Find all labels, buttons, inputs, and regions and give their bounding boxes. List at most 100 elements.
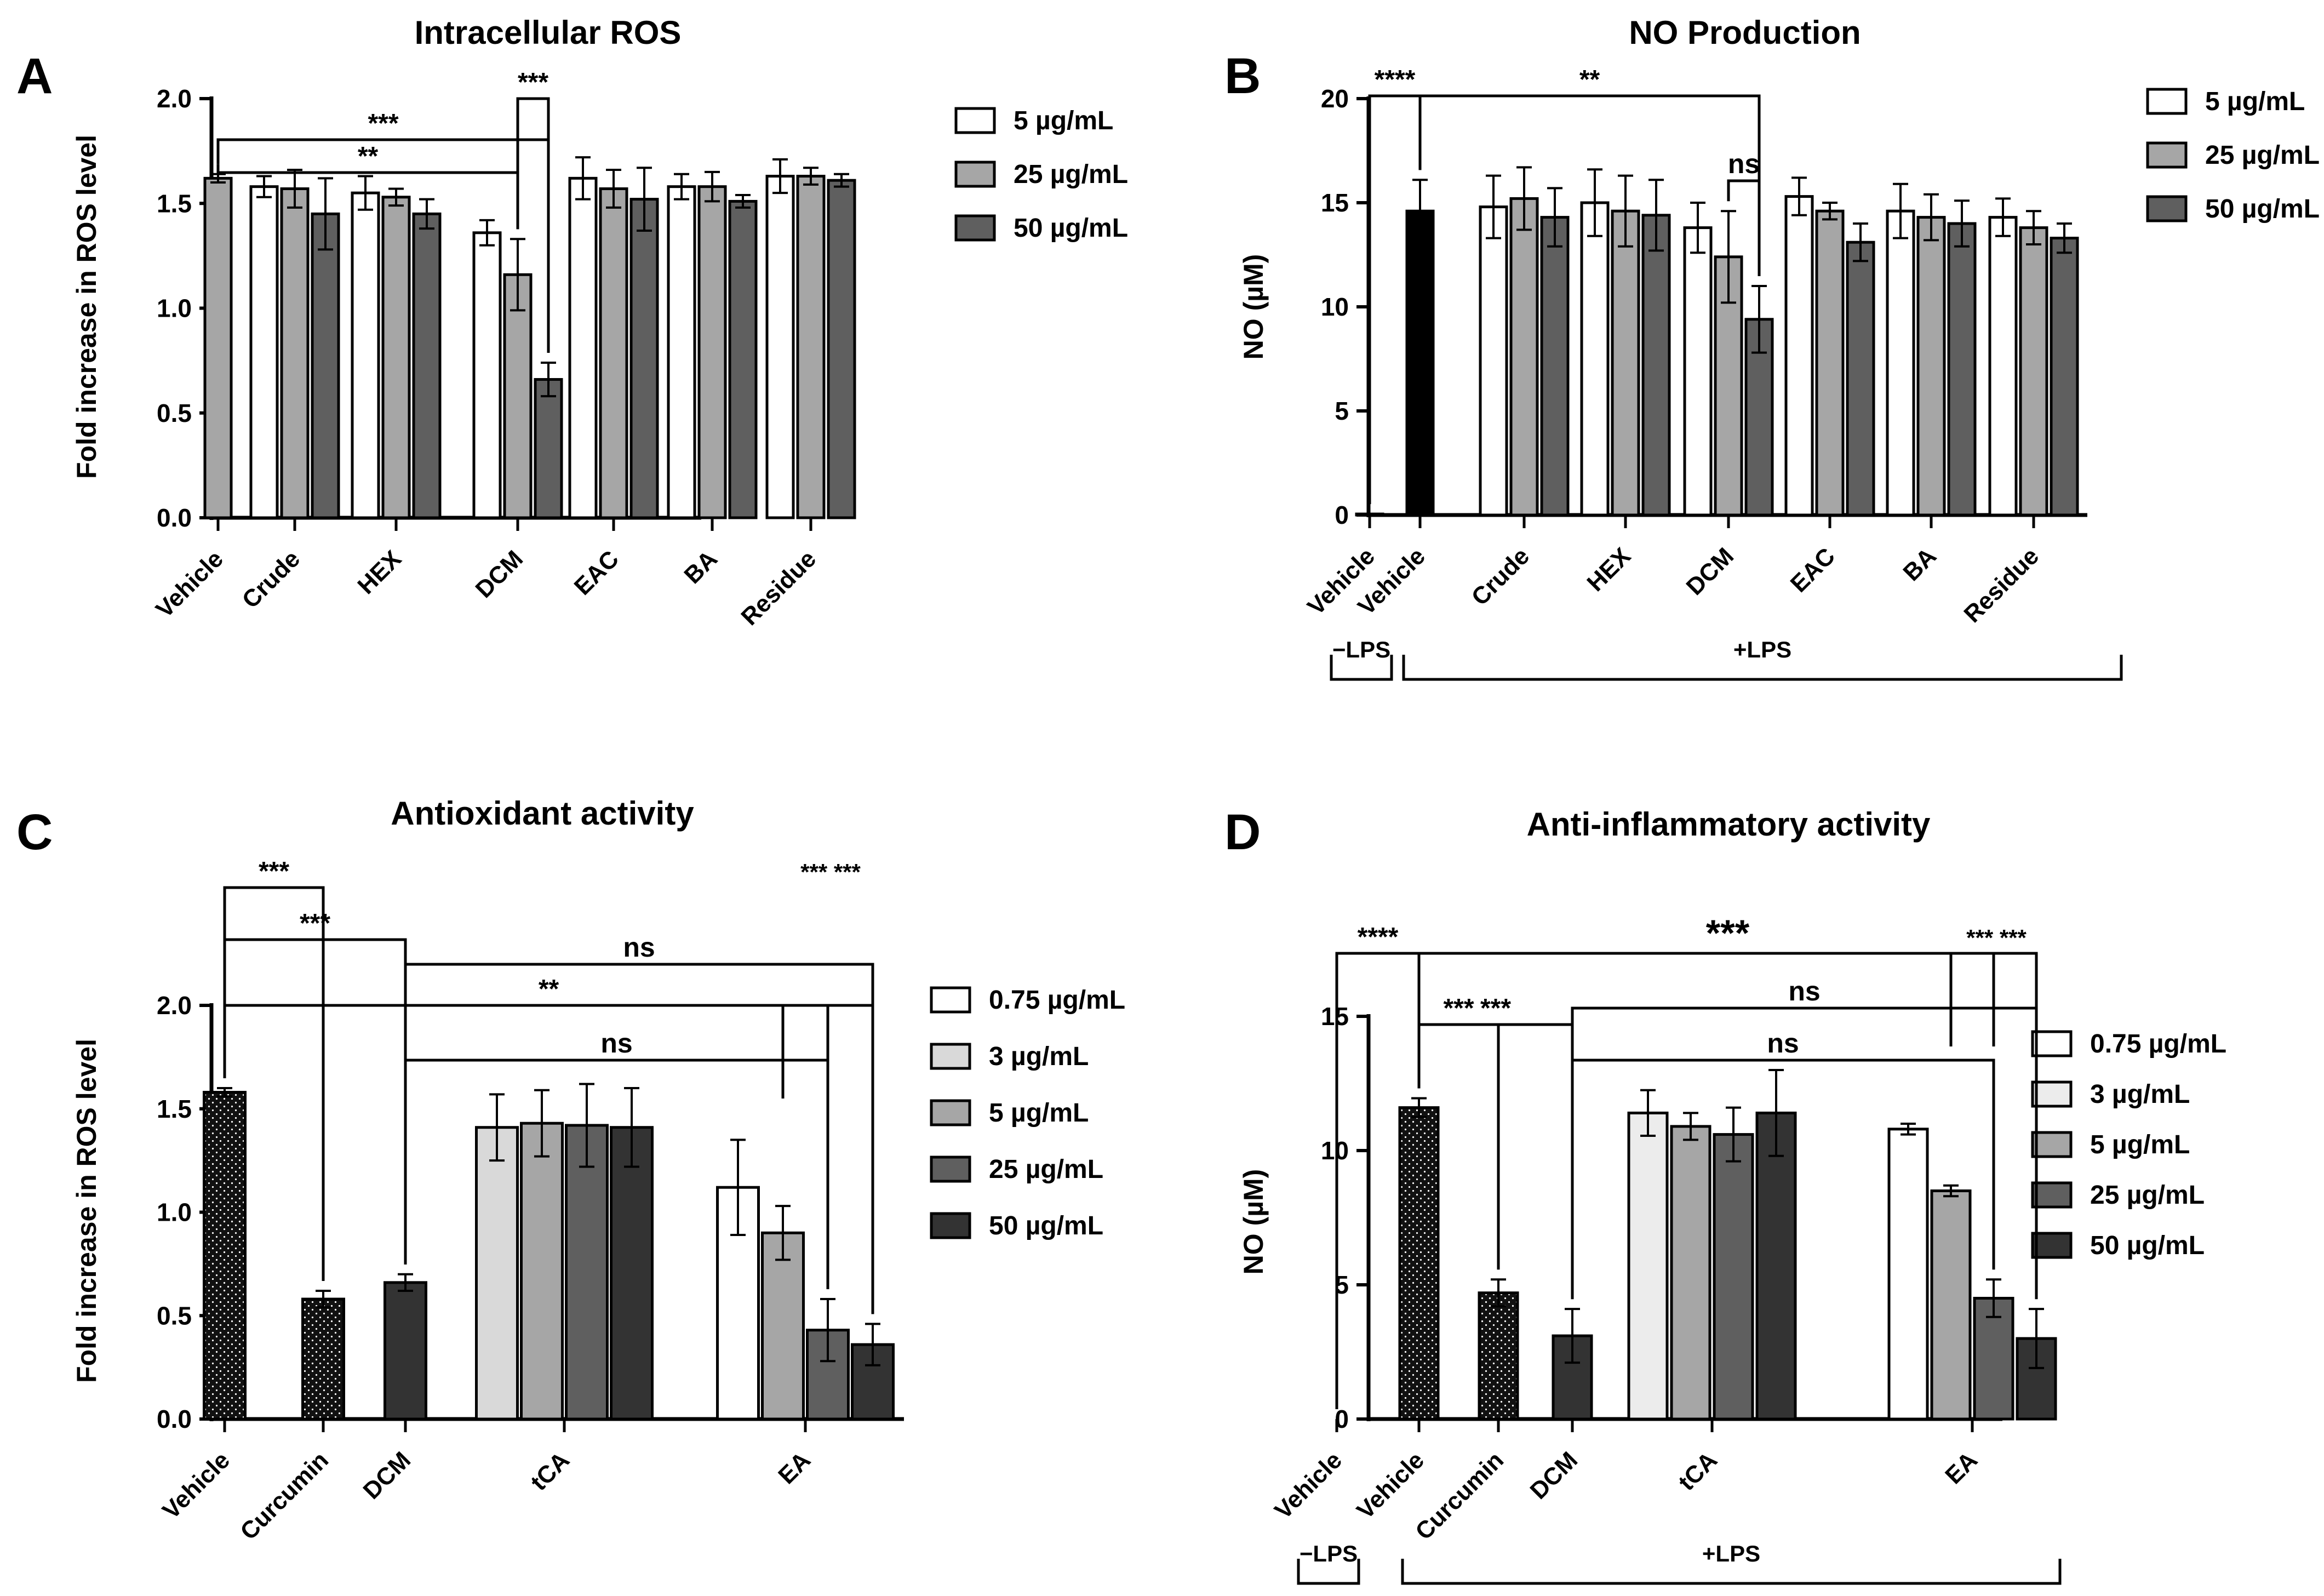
bar bbox=[629, 198, 659, 519]
significance-label: *** bbox=[368, 109, 398, 138]
bar bbox=[534, 378, 563, 519]
bar bbox=[1973, 1297, 2014, 1421]
bar bbox=[667, 185, 696, 519]
bar bbox=[472, 231, 502, 519]
legend-swatch bbox=[930, 1043, 971, 1070]
y-tick-label: 1.5 bbox=[157, 1095, 192, 1123]
x-tick-label: EAC bbox=[1785, 542, 1840, 597]
significance-label: *** bbox=[1480, 994, 1511, 1023]
panel-a: A Intracellular ROS 0.0 0.5 1.0 1.5 2.0 Fold in… bbox=[16, 14, 1128, 631]
x-tick-label: EAC bbox=[569, 545, 624, 600]
significance-bracket bbox=[1571, 1059, 1995, 1300]
bar bbox=[351, 191, 380, 519]
significance-bracket bbox=[1727, 179, 1761, 276]
x-tick-label: tCA bbox=[1673, 1446, 1722, 1496]
legend-swatch bbox=[930, 1212, 971, 1239]
x-tick-label: HEX bbox=[352, 545, 407, 599]
bar bbox=[796, 175, 826, 519]
bar bbox=[728, 199, 758, 519]
legend-swatch bbox=[954, 107, 996, 134]
legend-label: 3 µg/mL bbox=[2090, 1080, 2190, 1109]
significance-bracket bbox=[516, 97, 550, 353]
y-tick-label: 15 bbox=[1321, 1002, 1349, 1031]
legend-label: 25 µg/mL bbox=[1014, 160, 1128, 189]
legend-swatch bbox=[930, 1099, 971, 1126]
bar bbox=[827, 179, 856, 519]
legend-label: 0.75 µg/mL bbox=[989, 986, 1125, 1015]
condition-label: +LPS bbox=[1733, 637, 1791, 662]
x-tick-label: Vehicle bbox=[1269, 1446, 1347, 1524]
significance-label: ns bbox=[600, 1028, 632, 1059]
bar bbox=[1988, 216, 2018, 517]
bar bbox=[1641, 214, 1671, 517]
significance-bracket bbox=[404, 1059, 829, 1290]
significance-label: ** bbox=[539, 975, 559, 1004]
bar bbox=[1580, 201, 1610, 517]
y-tick-label: 0.5 bbox=[157, 1301, 192, 1330]
chart-title: Antioxidant activity bbox=[391, 795, 694, 832]
bar bbox=[599, 187, 628, 519]
legend-swatch bbox=[954, 214, 996, 242]
legend-label: 5 µg/mL bbox=[2090, 1130, 2190, 1159]
bar bbox=[1627, 1111, 1669, 1421]
y-tick-label: 2.0 bbox=[157, 991, 192, 1020]
y-tick-label: 0 bbox=[1335, 501, 1349, 529]
y-tick-label: 0.0 bbox=[157, 504, 192, 532]
significance-label: *** bbox=[1706, 912, 1750, 954]
chart-title: Anti-inflammatory activity bbox=[1527, 806, 1931, 843]
y-axis-label: Fold increase in ROS level bbox=[71, 135, 102, 479]
legend-label: 5 µg/mL bbox=[2205, 87, 2305, 116]
legend-swatch bbox=[2146, 195, 2188, 222]
bar bbox=[520, 1122, 564, 1421]
significance-label: *** bbox=[259, 857, 289, 886]
significance-label: *** *** bbox=[800, 859, 861, 885]
x-tick-label: Residue bbox=[736, 545, 821, 631]
bar bbox=[311, 212, 340, 519]
x-tick-label: EA bbox=[1940, 1446, 1983, 1489]
panel-c: C Antioxidant activity 0.0 0.5 1.0 1.5 2.0 Fold… bbox=[16, 795, 1125, 1545]
significance-label: ns bbox=[1728, 148, 1760, 179]
significance-label: **** bbox=[1375, 65, 1416, 94]
legend-swatch bbox=[2031, 1030, 2073, 1057]
bar bbox=[1886, 209, 1915, 517]
bar bbox=[1670, 1125, 1711, 1421]
legend-swatch bbox=[2031, 1232, 2073, 1259]
condition-label: −LPS bbox=[1332, 637, 1390, 662]
panel-letter: B bbox=[1224, 48, 1261, 104]
significance-label: *** bbox=[300, 909, 330, 938]
x-tick-label: BA bbox=[679, 545, 723, 589]
x-tick-label: Curcumin bbox=[235, 1446, 334, 1545]
legend-label: 25 µg/mL bbox=[2090, 1181, 2205, 1210]
bar bbox=[1755, 1111, 1797, 1421]
x-tick-label: DCM bbox=[1525, 1446, 1583, 1505]
x-tick-label: Residue bbox=[1959, 542, 2044, 628]
y-tick-label: 1.0 bbox=[157, 294, 192, 323]
bar bbox=[716, 1186, 760, 1421]
legend-label: 5 µg/mL bbox=[1014, 106, 1113, 135]
chart-title: Intracellular ROS bbox=[415, 14, 682, 51]
bar bbox=[1540, 216, 1570, 517]
y-tick-label: 15 bbox=[1321, 188, 1349, 217]
significance-label: *** bbox=[518, 68, 548, 97]
condition-bracket bbox=[1401, 1559, 2062, 1585]
significance-label: ** bbox=[358, 142, 379, 171]
condition-bracket bbox=[1402, 655, 2123, 681]
x-tick-label: Crude bbox=[1467, 542, 1535, 611]
bar bbox=[1846, 241, 1875, 517]
bar bbox=[381, 196, 411, 519]
legend-swatch bbox=[954, 161, 996, 188]
legend-swatch bbox=[2146, 141, 2188, 169]
bar bbox=[1405, 209, 1435, 517]
significance-label: ** bbox=[1579, 65, 1600, 94]
legend-swatch bbox=[2031, 1080, 2073, 1108]
legend-label: 50 µg/mL bbox=[2090, 1231, 2205, 1260]
legend-label: 0.75 µg/mL bbox=[2090, 1029, 2226, 1059]
bar bbox=[1947, 222, 1977, 517]
x-tick-label: DCM bbox=[358, 1446, 416, 1505]
bar bbox=[383, 1281, 427, 1421]
legend-label: 3 µg/mL bbox=[989, 1042, 1089, 1071]
x-tick-label: tCA bbox=[525, 1446, 575, 1496]
condition-label: +LPS bbox=[1702, 1541, 1760, 1566]
